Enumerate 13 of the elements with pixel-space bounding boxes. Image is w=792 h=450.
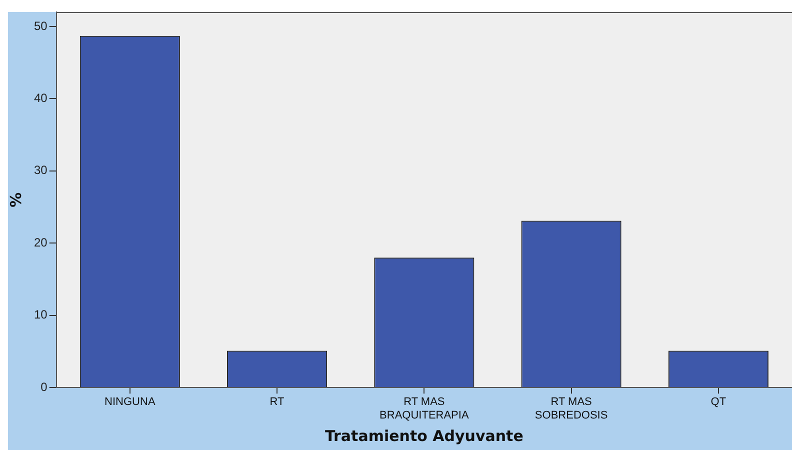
y-tick-label: 0 [40,380,48,394]
x-tick-label: QT [710,396,726,408]
x-tick-label: RT MAS SOBREDOSIS [534,396,608,422]
y-axis-title: % [6,192,25,208]
x-tick-label: RT MAS BRAQUITERAPIA [380,396,470,422]
y-tick-label: 50 [34,18,48,33]
y-tick-label: 10 [34,308,48,322]
y-tick-label: 20 [34,235,48,250]
x-tick-label: NINGUNA [104,396,156,408]
x-tick-label: RT [270,396,285,408]
y-tick-label: 40 [34,90,48,105]
y-tick-label: 30 [34,163,48,178]
x-axis-title: Tratamiento Adyuvante [324,426,524,445]
